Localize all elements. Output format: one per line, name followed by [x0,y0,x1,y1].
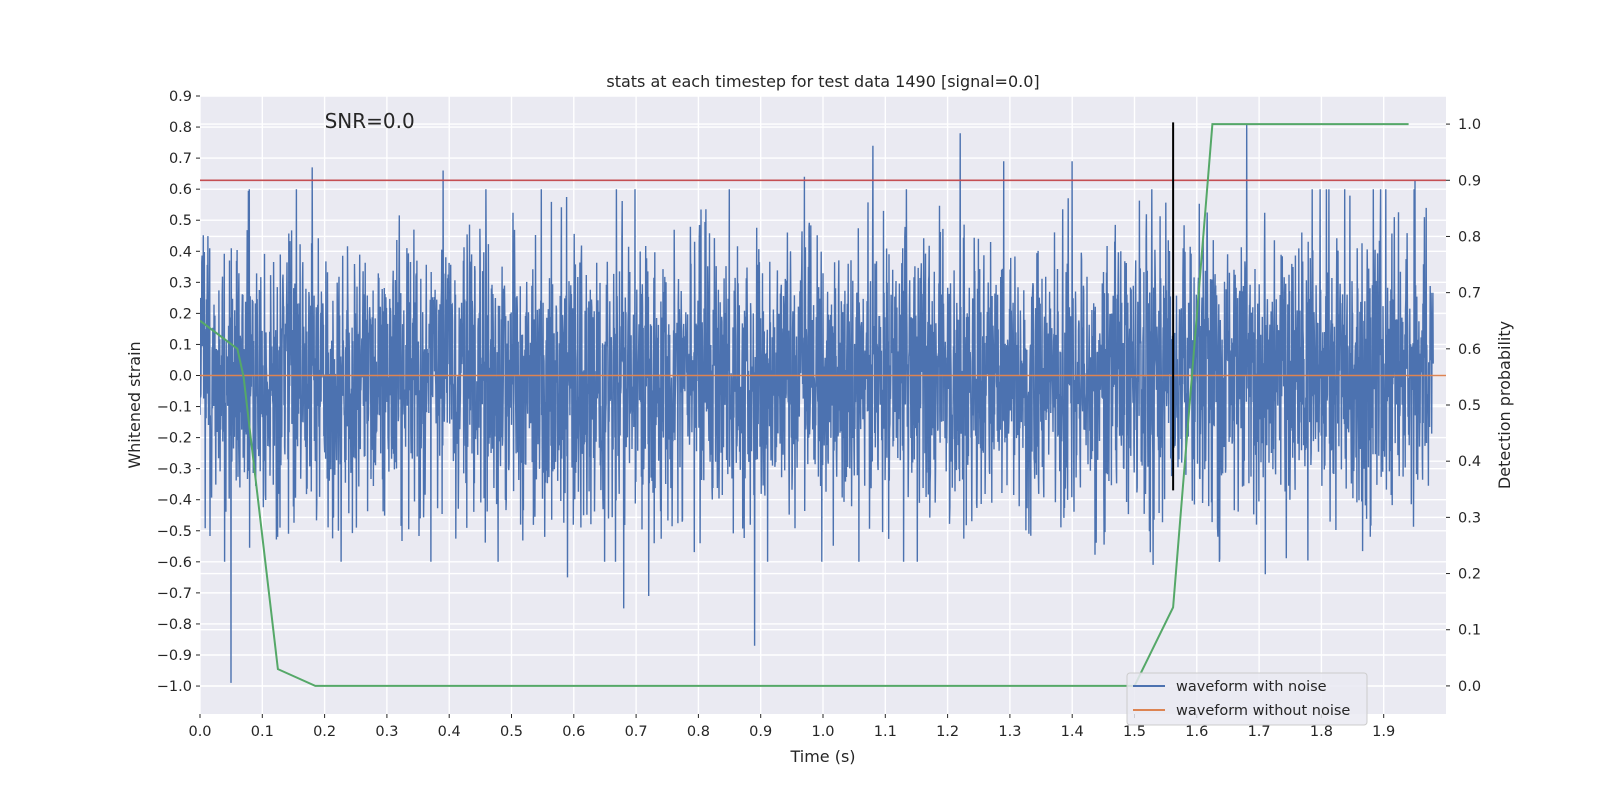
y-tick-label-5: 0.4 [169,244,192,260]
x-tick-label-2: 0.2 [313,724,336,740]
x-tick-label-19: 1.9 [1372,724,1395,740]
y-tick-label-12: −0.3 [157,462,192,478]
y-tick-label-10: −0.1 [157,400,192,416]
x-tick-label-18: 1.8 [1310,724,1333,740]
y-tick-label-14: −0.5 [157,524,192,540]
y-tick-label-19: −1.0 [157,679,192,695]
y-tick-label-6: 0.3 [169,275,192,291]
y2-tick-label-0: 1.0 [1458,117,1481,133]
x-tick-label-11: 1.1 [874,724,897,740]
y-tick-label-18: −0.9 [157,648,192,664]
y-tick-label-13: −0.4 [157,493,192,509]
y-tick-label-3: 0.6 [169,182,192,198]
x-tick-label-7: 0.7 [625,724,648,740]
legend: waveform with noise waveform without noi… [1126,672,1368,726]
y-tick-label-1: 0.8 [169,120,192,136]
x-tick-label-5: 0.5 [500,724,523,740]
y2-tick-label-7: 0.3 [1458,510,1481,526]
x-tick-label-3: 0.3 [375,724,398,740]
y-tick-label-8: 0.1 [169,337,192,353]
y-tick-label-4: 0.5 [169,213,192,229]
y2-tick-label-2: 0.8 [1458,229,1481,245]
legend-label-noise: waveform with noise [1176,679,1327,695]
y2-tick-label-10: 0.0 [1458,679,1481,695]
snr-annotation: SNR=0.0 [325,109,415,133]
x-tick-label-14: 1.4 [1061,724,1084,740]
y2-tick-label-6: 0.4 [1458,454,1481,470]
chart-title: stats at each timestep for test data 149… [606,72,1039,91]
x-tick-label-17: 1.7 [1248,724,1271,740]
series-detection-probability [200,123,1409,687]
y-tick-label-15: −0.6 [157,555,192,571]
y-tick-label-7: 0.2 [169,306,192,322]
x-tick-label-6: 0.6 [562,724,585,740]
y-tick-label-9: 0.0 [169,368,192,384]
y-tick-label-17: −0.8 [157,617,192,633]
x-axis: 0.0 0.1 0.2 0.3 0.4 0.5 0.6 0.7 0.8 0.9 1.0 1.1 1.2 1… [188,714,1395,740]
legend-label-clean: waveform without noise [1176,703,1350,719]
y2-tick-label-9: 0.1 [1458,623,1481,639]
legend-box [1126,672,1368,726]
y2-tick-label-8: 0.2 [1458,567,1481,583]
x-tick-label-16: 1.6 [1185,724,1208,740]
y-axis-left: 0.9 0.8 0.7 0.6 0.5 0.4 0.3 0.2 0.1 0.0 −0.1 −0.2 −0… [157,89,200,695]
y2-axis-label: Detection probability [1495,321,1514,489]
x-tick-label-12: 1.2 [936,724,959,740]
y2-tick-label-5: 0.5 [1458,398,1481,414]
x-axis-label: Time (s) [789,747,855,766]
y-axis-label: Whitened strain [125,341,144,468]
x-tick-label-0: 0.0 [188,724,211,740]
x-tick-label-1: 0.1 [251,724,274,740]
y2-tick-label-3: 0.7 [1458,286,1481,302]
x-tick-label-15: 1.5 [1123,724,1146,740]
x-tick-label-8: 0.8 [687,724,710,740]
y2-tick-label-4: 0.6 [1458,342,1481,358]
x-tick-label-13: 1.3 [998,724,1021,740]
y-tick-label-0: 0.9 [169,89,192,105]
x-tick-label-9: 0.9 [749,724,772,740]
series-waveform-with-noise [200,123,1434,683]
y-tick-label-11: −0.2 [157,431,192,447]
y-tick-label-2: 0.7 [169,151,192,167]
y-axis-right: 1.0 0.9 0.8 0.7 0.6 0.5 0.4 0.3 0.2 0.1 0.0 [1446,117,1481,695]
x-tick-label-10: 1.0 [811,724,834,740]
y2-tick-label-1: 0.9 [1458,173,1481,189]
x-tick-label-4: 0.4 [438,724,461,740]
y-tick-label-16: −0.7 [157,586,192,602]
